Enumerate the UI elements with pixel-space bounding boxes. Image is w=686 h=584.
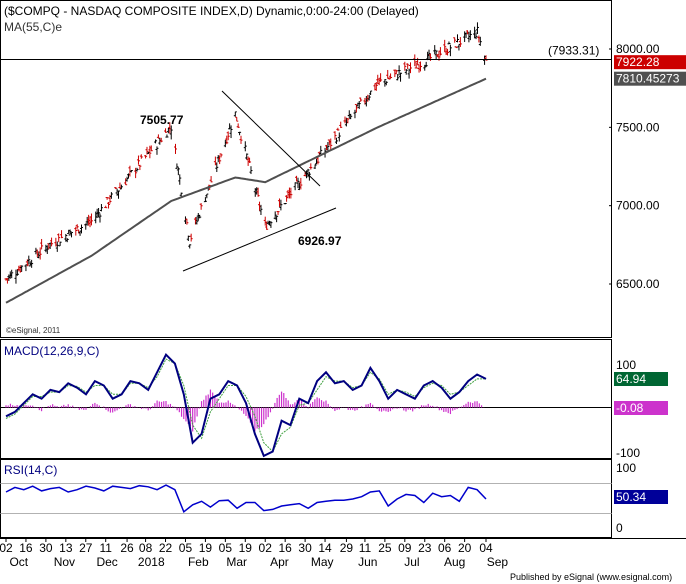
rsi-tick-0: 0 xyxy=(616,521,623,535)
price-tick-label: 7000.00 xyxy=(616,199,660,213)
x-day-label: 19 xyxy=(199,541,213,555)
x-day-label: 25 xyxy=(378,541,392,555)
x-month-label: May xyxy=(311,555,334,569)
x-day-label: 13 xyxy=(59,541,73,555)
ma-line xyxy=(5,77,487,304)
x-day-label: 30 xyxy=(298,541,312,555)
macd-label: MACD(12,26,9,C) xyxy=(4,344,99,358)
trendline-upper xyxy=(221,90,321,187)
macd-panel-frame xyxy=(0,339,612,459)
price-candles xyxy=(4,22,488,284)
footer-credit: Published by eSignal (www.esignal.com) xyxy=(510,572,672,582)
rsi-value: 50.34 xyxy=(616,490,646,504)
x-day-label: 05 xyxy=(179,541,193,555)
price-panel-frame xyxy=(0,0,612,338)
ma-value: 7810.45273 xyxy=(616,72,680,86)
x-day-label: 29 xyxy=(340,541,354,555)
macd-line xyxy=(5,353,487,458)
x-day-label: 05 xyxy=(219,541,233,555)
price-tick-label: 7500.00 xyxy=(616,120,660,134)
histogram-value-badge xyxy=(614,401,668,415)
rsi-value-badge xyxy=(614,490,668,504)
x-month-label: Jul xyxy=(404,555,419,569)
x-day-label: 02 xyxy=(259,541,273,555)
x-day-label: 23 xyxy=(418,541,432,555)
x-axis-months: Oct Nov Dec 2018 Feb Mar Apr May Jun Jul Aug Sep xyxy=(9,555,508,569)
annotation-high: 7505.77 xyxy=(140,113,184,127)
x-month-label: Mar xyxy=(226,555,247,569)
x-month-label: Apr xyxy=(270,555,289,569)
price-y-ticks: 6500.00 7000.00 7500.00 8000.00 xyxy=(609,42,660,291)
rsi-tick-100: 100 xyxy=(616,461,636,475)
macd-signal-line xyxy=(5,358,486,453)
last-price-value: 7922.28 xyxy=(616,55,660,69)
x-day-label: 26 xyxy=(120,541,134,555)
x-day-label: 16 xyxy=(19,541,33,555)
macd-value-badge xyxy=(614,372,668,386)
x-day-label: 30 xyxy=(39,541,53,555)
resistance-label: (7933.31) xyxy=(548,43,599,57)
x-day-label: 20 xyxy=(458,541,472,555)
x-day-label: 16 xyxy=(278,541,292,555)
rsi-panel-frame xyxy=(0,459,612,538)
x-day-label: 22 xyxy=(159,541,173,555)
x-day-label: 09 xyxy=(398,541,412,555)
x-day-label: 06 xyxy=(438,541,452,555)
x-day-label: 27 xyxy=(79,541,93,555)
macd-tick-neg100: -100 xyxy=(616,446,640,460)
x-month-label: Feb xyxy=(188,555,209,569)
watermark: ©eSignal, 2011 xyxy=(6,326,61,335)
trendline-lower xyxy=(182,207,337,272)
last-price-badge xyxy=(614,55,686,70)
x-day-label: 02 xyxy=(0,541,13,555)
macd-value: 64.94 xyxy=(616,372,646,386)
x-day-label: 14 xyxy=(318,541,332,555)
x-month-label: 2018 xyxy=(138,555,165,569)
x-month-label: Aug xyxy=(444,555,465,569)
price-tick-label: 8000.00 xyxy=(616,42,660,56)
x-month-label: Nov xyxy=(54,555,75,569)
annotation-low: 6926.97 xyxy=(298,234,342,248)
x-day-label: 08 xyxy=(139,541,153,555)
x-day-label: 11 xyxy=(359,541,372,555)
x-day-label: 11 xyxy=(99,541,112,555)
price-tick-label: 6500.00 xyxy=(616,277,660,291)
macd-tick-100: 100 xyxy=(616,358,636,372)
histogram-value: -0.08 xyxy=(616,401,644,415)
rsi-label: RSI(14,C) xyxy=(4,463,57,477)
x-day-label: 04 xyxy=(479,541,493,555)
x-axis-days: 02 16 30 13 27 11 26 08 22 05 19 05 19 02 16 30 14 29 11 25… xyxy=(0,538,493,555)
x-month-label: Dec xyxy=(96,555,117,569)
ma-label: MA(55,C)e xyxy=(4,20,62,34)
x-month-label: Oct xyxy=(9,555,28,569)
price-title: ($COMPQ - NASDAQ COMPOSITE INDEX,D) Dyna… xyxy=(4,4,419,18)
x-day-label: 19 xyxy=(239,541,253,555)
x-month-label: Jun xyxy=(358,555,377,569)
ma-value-badge xyxy=(614,71,686,86)
x-month-label: Sep xyxy=(487,555,509,569)
rsi-line xyxy=(5,484,487,514)
